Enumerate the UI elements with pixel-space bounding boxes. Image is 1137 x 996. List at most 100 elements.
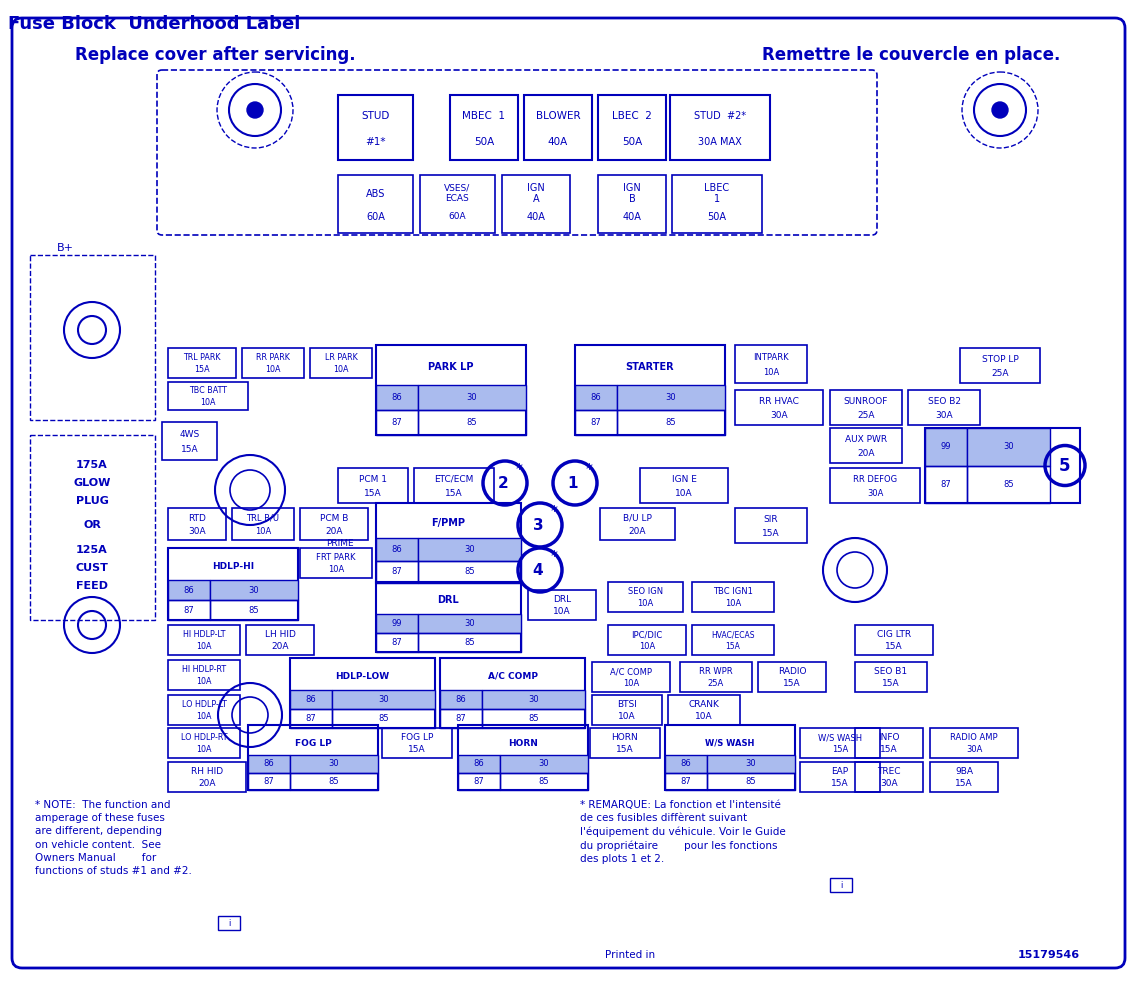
Text: HORN: HORN [508,738,538,748]
Text: W/S WASH: W/S WASH [705,738,755,748]
Bar [482,690,586,709]
Text: 60A: 60A [366,212,385,222]
Text: 30A: 30A [866,489,883,498]
Bar [376,503,521,583]
Text: 86: 86 [183,586,194,595]
Bar [735,390,823,425]
Text: SEO IGN: SEO IGN [628,587,663,596]
Text: FOG LP: FOG LP [294,738,331,748]
Bar [414,468,493,503]
Text: 20A: 20A [325,527,342,536]
Text: PRIME: PRIME [326,539,354,548]
Bar [458,725,588,790]
Text: 85: 85 [539,777,549,786]
Text: TBC IGN1: TBC IGN1 [713,587,753,596]
Text: 30A: 30A [965,745,982,754]
Text: 175A: 175A [76,460,108,470]
Bar [528,590,596,620]
Text: DRL: DRL [438,595,459,605]
Text: 10A: 10A [197,745,211,754]
Bar [930,728,1018,758]
Text: B+: B+ [57,243,74,253]
Text: 86: 86 [391,393,402,402]
Text: 5: 5 [1060,456,1071,474]
Text: 87: 87 [456,714,466,723]
Text: 30: 30 [329,759,339,768]
Text: LO HDLP-RT: LO HDLP-RT [181,733,227,742]
Bar [168,625,240,655]
Text: 86: 86 [474,759,484,768]
Bar [598,175,666,233]
Text: STOP LP: STOP LP [981,355,1019,364]
Text: 85: 85 [1003,480,1014,489]
Text: 15A: 15A [880,745,898,754]
Bar [168,728,240,758]
Bar [800,728,880,758]
Text: SIR: SIR [764,515,779,524]
Bar [680,662,752,692]
Text: 85: 85 [464,568,475,577]
Text: TRL PARK: TRL PARK [183,354,221,363]
Text: RTD: RTD [188,514,206,523]
Bar [290,690,332,709]
Bar [290,773,377,790]
Text: 10A: 10A [725,600,741,609]
Text: 30A: 30A [880,779,898,788]
Text: HDLP-HI: HDLP-HI [211,562,254,571]
Text: 25A: 25A [857,410,874,419]
Text: 85: 85 [379,714,389,723]
Text: MBEC  1: MBEC 1 [463,111,506,121]
Bar [300,548,372,578]
Text: RADIO: RADIO [778,667,806,676]
Bar [608,625,686,655]
Text: FRT PARK: FRT PARK [316,553,356,562]
Text: FEED: FEED [76,581,108,591]
Text: 30A: 30A [936,410,953,419]
Bar [168,348,236,378]
Bar [735,508,807,543]
Text: 10A: 10A [619,712,636,721]
Text: 10A: 10A [638,600,654,609]
Bar [290,755,377,773]
Text: 87: 87 [590,418,601,427]
Bar [168,762,246,792]
Bar [458,773,500,790]
Circle shape [991,102,1009,118]
Bar [161,422,217,460]
Bar [966,465,1049,503]
Bar [338,468,408,503]
Text: TREC: TREC [878,767,901,776]
Text: 30: 30 [1003,442,1014,451]
Text: 10A: 10A [255,527,271,536]
Text: AUX PWR: AUX PWR [845,434,887,443]
Text: PCM 1: PCM 1 [359,475,387,484]
Text: 15A: 15A [882,679,899,688]
Text: IGN E: IGN E [672,475,697,484]
Text: 30: 30 [529,695,539,704]
Circle shape [247,102,263,118]
Text: 50A: 50A [707,212,727,222]
Bar [692,625,774,655]
Bar [926,465,966,503]
Text: HI HDLP-LT: HI HDLP-LT [183,630,225,639]
Text: 10A: 10A [695,712,713,721]
Text: 15A: 15A [408,745,426,754]
Text: 60A: 60A [449,212,466,221]
Bar [440,658,586,728]
Text: 30A: 30A [189,527,206,536]
Text: 15A: 15A [783,679,800,688]
Bar [310,348,372,378]
Bar [418,410,526,435]
Text: * REMARQUE: La fonction et l'intensité
de ces fusibles diffèrent suivant
l'équip: * REMARQUE: La fonction et l'intensité d… [580,800,786,865]
Text: STARTER: STARTER [625,362,674,372]
Text: 86: 86 [590,393,601,402]
Bar [926,428,966,465]
Text: 15A: 15A [762,529,780,538]
Text: 30: 30 [464,619,475,628]
Text: ABS: ABS [366,188,385,198]
Bar [575,410,617,435]
Text: RH HID: RH HID [191,767,223,776]
Bar [503,175,570,233]
Text: 85: 85 [746,777,756,786]
Bar [590,728,659,758]
